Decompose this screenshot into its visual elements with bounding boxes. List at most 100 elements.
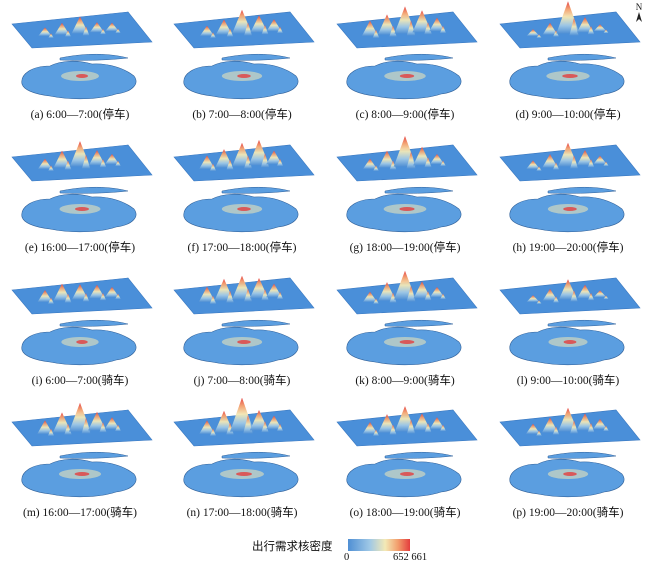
density-peak (81, 154, 91, 169)
density-peak (603, 295, 609, 300)
panel-b: (b) 7:00—8:00(停车) (162, 0, 322, 132)
density-peak (429, 17, 445, 32)
map-hotspot-core (563, 472, 577, 476)
density-peak (577, 284, 593, 299)
density-peak (424, 22, 432, 35)
density-peak (439, 25, 447, 34)
density-peak (53, 283, 71, 301)
density-surface-plot (499, 407, 641, 498)
density-peak (54, 22, 70, 35)
density-peak (558, 279, 578, 300)
panel-n: (n) 17:00—18:00(骑车) (162, 398, 322, 530)
island-shape (384, 186, 454, 194)
density-peak (48, 165, 54, 171)
density-surface-plot (173, 398, 315, 498)
panel-c: (c) 8:00—9:00(停车) (325, 0, 485, 132)
density-peak (542, 288, 558, 301)
colorbar-max-label: 652 661 (393, 552, 428, 563)
map-hotspot-core (399, 207, 415, 211)
panel-p: (p) 19:00—20:00(骑车) (488, 398, 648, 530)
density-peak (570, 155, 578, 169)
north-label: N (635, 2, 643, 12)
density-peak (261, 421, 269, 433)
panel-g: (g) 18:00—19:00(停车) (325, 133, 485, 265)
density-peak (406, 151, 416, 169)
density-peak (576, 17, 594, 33)
density-peak (71, 284, 89, 300)
colorbar-legend: 出行需求核密度 0 652 661 (0, 536, 650, 563)
density-peak (552, 426, 560, 435)
density-peak (373, 165, 379, 171)
map-hotspot-core (237, 207, 251, 211)
density-peak (424, 157, 432, 168)
island-shape (221, 53, 291, 61)
panel-caption: (p) 19:00—20:00(骑车) (512, 507, 624, 519)
density-surface-plot (499, 142, 641, 233)
density-peak (424, 291, 432, 301)
density-peak (261, 25, 269, 35)
panel-caption: (n) 17:00—18:00(骑车) (186, 507, 298, 519)
panel-caption: (k) 8:00—9:00(骑车) (355, 375, 455, 387)
density-surface-plot (173, 9, 315, 100)
island-shape (221, 451, 291, 459)
density-surface-plot (336, 6, 478, 100)
island-shape (59, 451, 129, 459)
density-peak (413, 413, 431, 431)
panel-caption: (l) 9:00—10:00(骑车) (516, 375, 620, 387)
density-peak (243, 414, 253, 434)
density-peak (277, 26, 283, 34)
density-peak (199, 420, 215, 434)
density-peak (542, 154, 558, 168)
density-peak (37, 158, 53, 169)
density-peak (603, 425, 609, 432)
density-peak (199, 25, 215, 36)
density-peak (215, 19, 233, 35)
island-shape (384, 53, 454, 61)
density-surface-plot (11, 141, 153, 233)
island-shape (547, 186, 617, 194)
density-peak (198, 286, 216, 302)
map-hotspot-core (236, 472, 252, 476)
density-surface-plot (173, 139, 315, 233)
density-surface-plot (11, 277, 153, 366)
density-peak (244, 22, 252, 36)
density-surface-plot (499, 277, 641, 366)
density-peak (226, 290, 234, 303)
density-surface-plot (11, 11, 153, 100)
density-peak (53, 150, 71, 168)
panel-caption: (m) 16:00—17:00(骑车) (22, 507, 138, 519)
density-peak (576, 413, 594, 431)
density-peak (587, 423, 595, 433)
panel-d: (d) 9:00—10:00(停车) (488, 0, 648, 132)
panel-j: (j) 7:00—8:00(骑车) (162, 266, 322, 398)
island-shape (59, 53, 129, 61)
density-peak (389, 292, 397, 303)
density-peak (99, 158, 107, 168)
density-peak (65, 30, 71, 37)
density-peak (362, 158, 378, 169)
density-peak (569, 17, 579, 36)
density-surface-plot (336, 406, 478, 498)
panel-h: (h) 19:00—20:00(停车) (488, 133, 648, 265)
density-peak (413, 146, 431, 166)
density-peak (440, 424, 446, 432)
density-peak (266, 19, 282, 32)
density-peak (440, 293, 446, 300)
density-peak (64, 293, 72, 303)
density-peak (266, 283, 282, 298)
panel-e: (e) 16:00—17:00(停车) (0, 133, 160, 265)
panel-caption: (c) 8:00—9:00(停车) (355, 109, 455, 121)
density-peak (361, 20, 379, 36)
island-shape (384, 319, 454, 327)
density-peak (261, 289, 269, 301)
density-peak (593, 24, 607, 32)
density-peak (276, 158, 284, 167)
density-peak (373, 298, 379, 304)
density-peak (209, 163, 217, 171)
panel-caption: (h) 19:00—20:00(停车) (512, 242, 624, 254)
density-peak (526, 29, 540, 36)
density-peak (536, 166, 542, 171)
map-hotspot-core (400, 472, 414, 476)
density-peak (115, 424, 121, 432)
density-peak (389, 25, 397, 37)
